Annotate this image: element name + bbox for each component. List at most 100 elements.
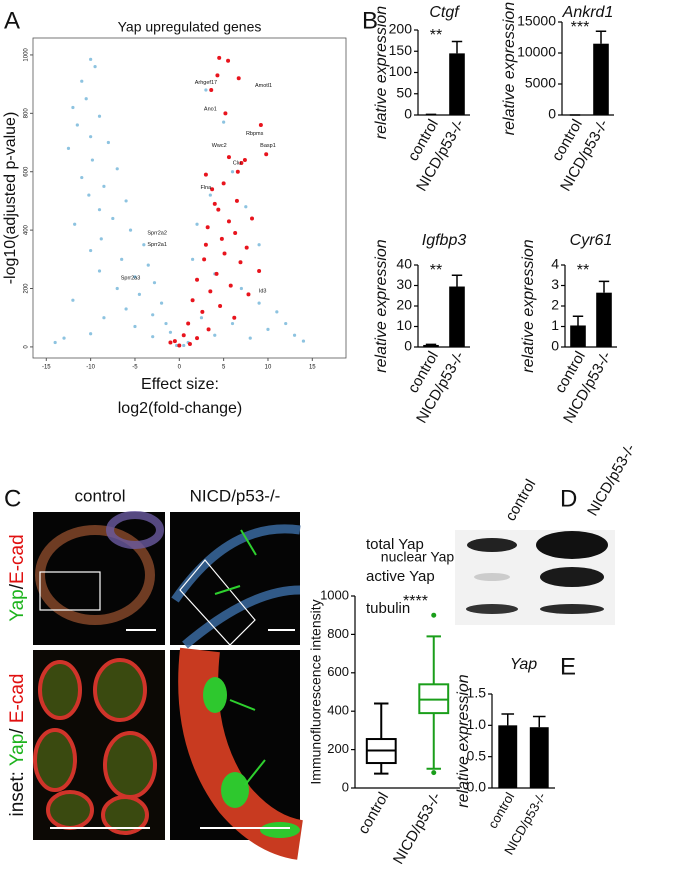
x-tick-label: NICD/p53-/- [390, 789, 445, 867]
y-tick-label: 600 [327, 664, 349, 679]
panel-letter: C [4, 485, 21, 512]
gene-label: Clu [233, 160, 241, 166]
y-tick-label: 600 [24, 166, 30, 177]
y-tick-label: 0.0 [467, 779, 487, 795]
point [89, 135, 93, 139]
gene-label: Id3 [259, 288, 267, 294]
point [111, 216, 115, 221]
significance: ** [430, 262, 442, 279]
gene-label: Basp1 [260, 143, 276, 149]
point [208, 289, 213, 294]
point [235, 169, 240, 174]
point [182, 343, 186, 348]
point [124, 199, 128, 203]
y-tick-label: 40 [396, 256, 412, 272]
significance: ** [430, 27, 442, 44]
row-label-part: E-cad [7, 534, 28, 584]
significance: **** [403, 593, 428, 610]
blot-row: active Yap [366, 568, 435, 585]
row-label-part: / [7, 723, 28, 734]
outlier [431, 612, 437, 618]
point [152, 281, 157, 285]
y-tick-label: 15000 [517, 13, 556, 29]
point [168, 330, 173, 334]
point [301, 339, 306, 343]
point [239, 286, 243, 291]
point [200, 309, 205, 314]
point [230, 321, 235, 326]
whisker-high [374, 702, 389, 740]
y-axis-label: relative expression [455, 674, 472, 808]
x-tick-label: 15 [309, 365, 316, 371]
point [151, 335, 155, 339]
panel-letter: D [560, 485, 577, 512]
point [71, 105, 75, 110]
y-tick-label: 800 [24, 108, 30, 119]
bar [423, 344, 439, 347]
point [212, 201, 217, 206]
error-bar [451, 40, 463, 54]
y-tick-label: 0 [404, 338, 412, 354]
point [250, 216, 255, 221]
y-tick-label: 0 [404, 106, 412, 122]
error-bar [595, 30, 607, 44]
x-tick-label: 0 [178, 365, 182, 371]
outlier [431, 770, 437, 776]
column-label: control [74, 486, 125, 505]
point [102, 316, 106, 320]
point [191, 257, 195, 261]
point [181, 333, 186, 338]
point [89, 248, 93, 253]
chart-title: Igfbp3 [422, 232, 467, 249]
point [248, 336, 252, 340]
point [216, 207, 221, 212]
panel-letter: E [560, 653, 576, 680]
point [53, 340, 57, 345]
point [232, 315, 237, 320]
y-axis-label: relative expression [373, 6, 390, 140]
y-tick-label: 1000 [320, 587, 349, 602]
point [246, 292, 251, 297]
point [187, 341, 192, 346]
y-tick-label: 400 [327, 703, 349, 718]
gene-label: Sprr2a2 [147, 230, 167, 236]
point [71, 298, 75, 302]
micrographs [33, 511, 304, 860]
point [89, 57, 93, 61]
point [195, 336, 200, 341]
y-tick-label: 30 [396, 276, 412, 292]
gene-label: Wwc2 [212, 143, 227, 149]
point [209, 87, 214, 92]
point [128, 228, 133, 232]
point [217, 55, 222, 60]
point [210, 187, 215, 192]
y-tick-label: 10 [396, 317, 412, 333]
panel-letter: B [362, 7, 378, 34]
point [208, 193, 212, 197]
blot-image [455, 530, 615, 625]
x-tick-label: -15 [42, 365, 51, 371]
point [146, 263, 150, 267]
y-tick-label: 0.5 [467, 747, 487, 763]
y-tick-label: 2 [551, 297, 559, 313]
y-tick-label: 0 [342, 779, 349, 794]
point [186, 321, 191, 326]
point [244, 205, 248, 209]
point [234, 198, 239, 203]
point [195, 222, 199, 226]
chart-title: Yap [510, 656, 537, 673]
y-tick-label: 1000 [24, 48, 30, 62]
point [159, 301, 164, 305]
point [115, 286, 119, 291]
y-tick-label: 200 [327, 741, 349, 756]
point [203, 172, 208, 177]
gene-label: Flna [201, 185, 213, 191]
y-tick-label: 1.0 [467, 716, 487, 732]
whisker-low [426, 713, 441, 770]
y-tick-label: 5000 [525, 75, 556, 91]
point [215, 73, 220, 78]
y-axis-label: -log10(adjusted p-value) [2, 112, 19, 285]
point [233, 231, 238, 236]
row-label-part: Yap [7, 589, 28, 621]
point [133, 324, 137, 329]
